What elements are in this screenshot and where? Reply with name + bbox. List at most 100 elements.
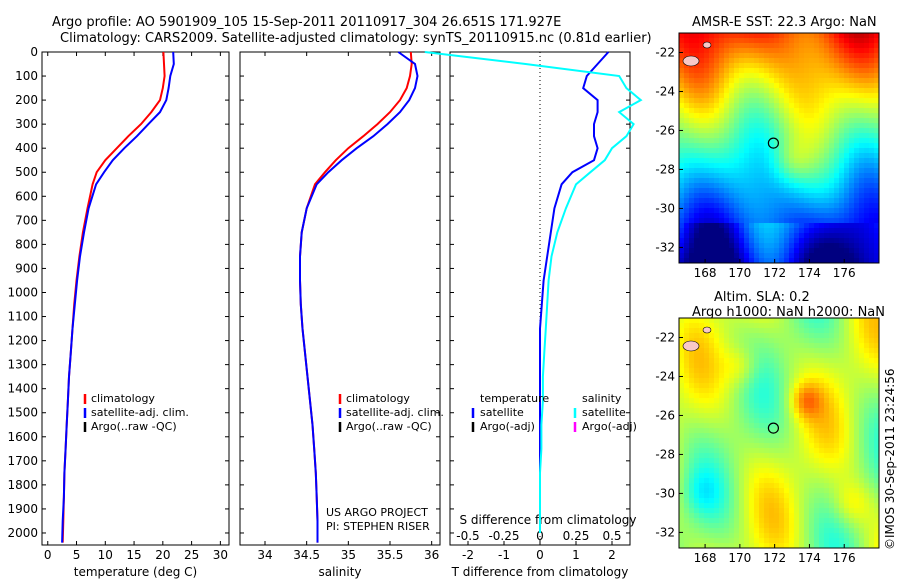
map-cell [764,253,770,259]
map-cell [799,388,805,394]
map-cell [849,538,855,544]
map-cell [789,383,795,389]
map-cell [874,443,880,449]
map-cell [729,353,735,359]
map-cell [759,43,765,49]
map-cell [844,83,850,89]
map-cell [714,133,720,139]
map-cell [719,498,725,504]
map-cell [829,453,835,459]
map-cell [859,453,865,459]
map-cell [694,178,700,184]
map-cell [824,503,830,509]
map-cell [799,503,805,509]
map-cell [809,513,815,519]
map-cell [744,523,750,529]
map-cell [834,528,840,534]
map-cell [864,98,870,104]
map-cell [794,463,800,469]
map-cell [844,118,850,124]
map-cell [864,253,870,259]
map-cell [784,508,790,514]
map-cell [854,153,860,159]
map-cell [714,143,720,149]
map-cell [864,508,870,514]
map-cell [874,448,880,454]
series-T-difference [539,51,610,533]
map-cell [699,358,705,364]
map-cell [784,448,790,454]
map-cell [804,133,810,139]
map-cell [774,253,780,259]
map-cell [804,158,810,164]
map-cell [824,143,830,149]
map-cell [869,448,875,454]
map-cell [704,253,710,259]
map-cell [839,433,845,439]
map-cell [819,433,825,439]
map-cell [689,108,695,114]
map-cell [749,343,755,349]
map-cell [849,163,855,169]
map-cell [849,318,855,324]
map-cell [704,118,710,124]
map-cell [794,198,800,204]
map-cell [814,173,820,179]
map-cell [729,423,735,429]
map-cell [794,128,800,134]
map-cell [809,483,815,489]
map-cell [824,163,830,169]
map-cell [849,543,855,549]
map-cell [854,38,860,44]
map-cell [749,398,755,404]
map-cell [794,353,800,359]
map-cell [744,423,750,429]
map-cell [869,328,875,334]
map-cell [719,398,725,404]
map-cell [734,138,740,144]
map-cell [774,543,780,549]
map-cell [789,118,795,124]
map-cell [849,408,855,414]
map-cell [754,188,760,194]
map-cell [839,233,845,239]
map-cell [694,158,700,164]
map-cell [784,428,790,434]
map-cell [679,523,685,529]
map-cell [794,78,800,84]
salinity-xlabel: salinity [318,565,361,579]
map-cell [709,423,715,429]
map-cell [804,518,810,524]
map-cell [864,123,870,129]
map-cell [844,388,850,394]
map-cell [729,218,735,224]
map-cell [839,178,845,184]
map-cell [729,68,735,74]
map-cell [679,43,685,49]
map-cell [829,158,835,164]
map-cell [779,68,785,74]
map-cell [814,338,820,344]
map-cell [754,478,760,484]
map-cell [734,378,740,384]
map-cell [764,463,770,469]
map-cell [859,448,865,454]
map-cell [809,363,815,369]
map-cell [789,48,795,54]
map-cell [749,463,755,469]
map-cell [684,443,690,449]
x-tick-label: 20 [155,548,170,562]
map-cell [799,93,805,99]
map-cell [764,453,770,459]
map-cell [699,78,705,84]
map-cell [869,83,875,89]
map-cell [824,328,830,334]
map-cell [724,508,730,514]
map-cell [714,453,720,459]
map-cell [854,98,860,104]
map-cell [789,533,795,539]
map-cell [749,473,755,479]
map-cell [719,88,725,94]
map-cell [789,543,795,549]
map-cell [764,58,770,64]
